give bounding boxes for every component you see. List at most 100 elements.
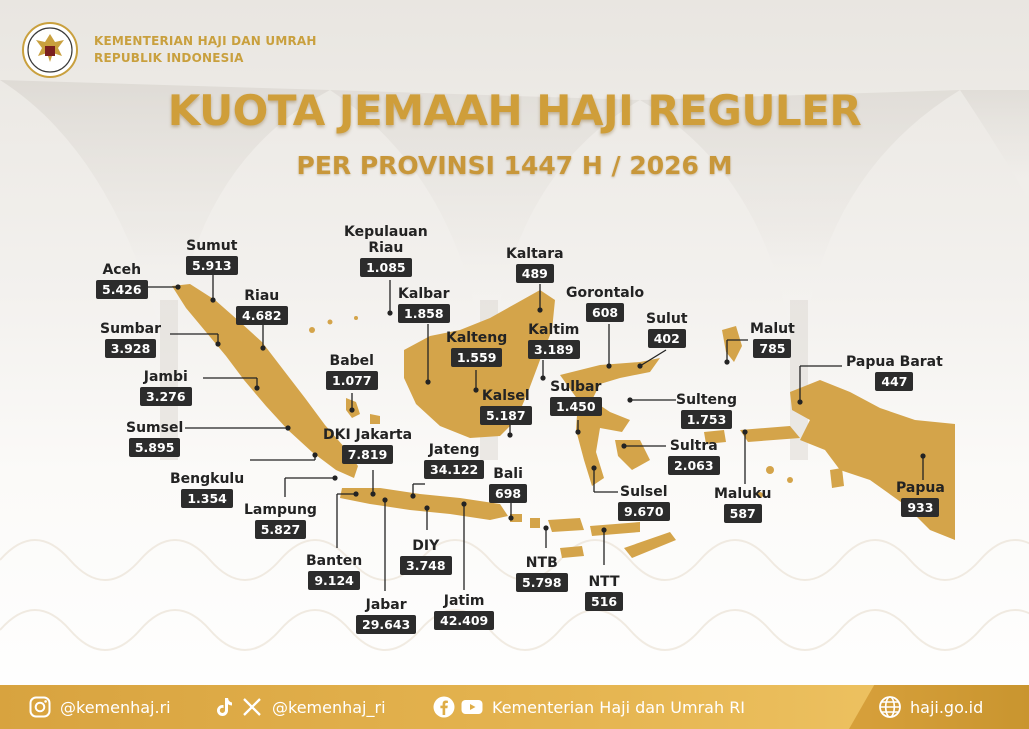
tiktok-x-handle: @kemenhaj_ri [272, 697, 386, 717]
province-quota: 9.124 [308, 571, 360, 590]
province-diy: DIY 3.748 [400, 538, 452, 575]
province-malut: Malut 785 [750, 321, 795, 358]
province-quota: 9.670 [618, 502, 670, 521]
x-icon [243, 698, 261, 716]
province-quota: 5.913 [186, 256, 238, 275]
sub-title: PER PROVINSI 1447 H / 2026 M [296, 151, 733, 180]
bali-island [510, 514, 522, 522]
province-quota: 447 [875, 372, 914, 391]
province-quota: 5.798 [516, 573, 568, 592]
facebook-icon [433, 696, 455, 718]
province-quota: 34.122 [424, 460, 485, 479]
province-name: Kalsel [481, 388, 530, 404]
footer-tiktok-x[interactable]: @kemenhaj_ri [212, 694, 386, 720]
province-name: DIY [412, 538, 440, 554]
province-gorontalo: Gorontalo 608 [566, 285, 644, 322]
organization-header: KEMENTERIAN HAJI DAN UMRAH REPUBLIK INDO… [22, 22, 317, 78]
province-quota: 4.682 [236, 306, 288, 325]
lombok-island [530, 518, 540, 528]
province-kalbar: Kalbar 1.858 [398, 286, 450, 323]
province-quota: 1.354 [181, 489, 233, 508]
province-sulbar: Sulbar 1.450 [550, 379, 602, 416]
seram-island [740, 426, 800, 442]
province-sulsel: Sulsel 9.670 [618, 484, 670, 521]
province-sumsel: Sumsel 5.895 [126, 420, 183, 457]
sulawesi-island [560, 358, 660, 486]
facebook-youtube-name: Kementerian Haji dan Umrah RI [492, 697, 746, 717]
footer-facebook-youtube[interactable]: Kementerian Haji dan Umrah RI [432, 694, 745, 720]
province-dki-jakarta: DKI Jakarta 7.819 [323, 427, 412, 464]
main-title: KUOTA JEMAAH HAJI REGULER [167, 86, 862, 135]
province-banten: Banten 9.124 [306, 553, 362, 590]
footer-website-panel [849, 685, 1029, 729]
province-quota: 5.827 [254, 520, 307, 539]
youtube-icon [461, 700, 483, 714]
province-name: Sumut [186, 238, 238, 254]
province-quota: 3.276 [140, 387, 192, 406]
province-kepri: Kepulauan Riau 1.085 [344, 224, 428, 277]
province-quota: 402 [647, 329, 686, 348]
province-name: Sulut [646, 311, 688, 327]
province-quota: 785 [753, 339, 792, 358]
website-url: haji.go.id [910, 697, 984, 717]
province-quota: 587 [723, 504, 762, 523]
province-quota: 1.858 [398, 304, 450, 323]
province-name: Bengkulu [170, 471, 245, 487]
province-kalsel: Kalsel 5.187 [480, 388, 532, 425]
province-name: Jateng [428, 442, 480, 458]
province-kalteng: Kalteng 1.559 [446, 330, 507, 367]
province-babel: Babel 1.077 [326, 353, 378, 390]
province-name: Lampung [244, 502, 317, 518]
province-name: Kaltim [528, 322, 580, 338]
province-name: Riau [244, 288, 280, 304]
province-quota: 7.819 [341, 445, 394, 464]
province-quota: 5.895 [128, 438, 181, 457]
province-jambi: Jambi 3.276 [140, 369, 192, 406]
halmahera-island [722, 326, 742, 362]
province-name: Sumsel [126, 420, 184, 436]
province-riau: Riau 4.682 [236, 288, 288, 325]
province-name: Gorontalo [566, 285, 645, 301]
province-aceh: Aceh 5.426 [96, 262, 148, 299]
province-name: Aceh [102, 262, 142, 278]
province-name: Jatim [443, 593, 485, 609]
province-sumut: Sumut 5.913 [186, 238, 238, 275]
province-quota: 1.450 [550, 397, 602, 416]
buru-island [704, 430, 726, 444]
province-name: Kalteng [446, 330, 508, 346]
province-quota: 608 [586, 303, 625, 322]
province-kaltim: Kaltim 3.189 [528, 322, 580, 359]
garuda-emblem-icon [22, 22, 78, 78]
flores-island [590, 522, 640, 536]
province-papua-barat: Papua Barat 447 [846, 354, 943, 391]
province-jatim: Jatim 42.409 [434, 593, 495, 630]
province-name: Sulteng [676, 392, 738, 408]
province-quota: 5.426 [96, 280, 148, 299]
org-line2: REPUBLIK INDONESIA [94, 51, 244, 65]
province-name: DKI Jakarta [323, 427, 413, 443]
province-sultra: Sultra 2.063 [668, 438, 720, 475]
sumbawa-island [548, 518, 584, 532]
footer-instagram[interactable]: @kemenhaj.ri [28, 694, 171, 720]
footer-website[interactable]: haji.go.id [878, 694, 983, 720]
province-quota: 3.189 [528, 340, 580, 359]
province-name: NTT [588, 574, 620, 590]
province-name: Sulsel [620, 484, 668, 500]
province-jabar: Jabar 29.643 [356, 597, 417, 634]
province-quota: 1.753 [680, 410, 733, 429]
province-sulteng: Sulteng 1.753 [676, 392, 737, 429]
province-name: Jabar [365, 597, 407, 613]
org-line1: KEMENTERIAN HAJI DAN UMRAH [94, 34, 317, 48]
island-shapes [172, 284, 955, 558]
province-name: Sumbar [100, 321, 162, 337]
province-quota: 1.085 [360, 258, 412, 277]
province-sumbar: Sumbar 3.928 [100, 321, 161, 358]
tiktok-icon [217, 698, 232, 716]
province-name: Kalbar [398, 286, 450, 302]
province-name: Maluku [714, 486, 772, 502]
timor-island [624, 532, 676, 558]
belitung-island [370, 414, 380, 424]
province-papua: Papua 933 [896, 480, 945, 517]
